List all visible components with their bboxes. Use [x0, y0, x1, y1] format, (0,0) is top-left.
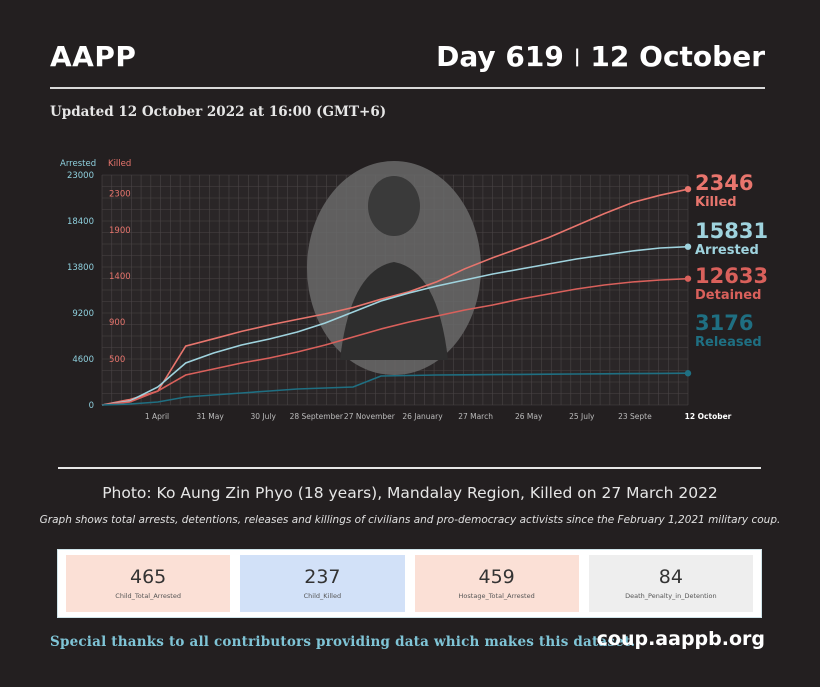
x-tick-label: 23 Septe: [618, 412, 652, 421]
series-endpoint-released: [684, 370, 692, 377]
photo-credit: Photo: Ko Aung Zin Phyo (18 years), Mand…: [102, 484, 718, 502]
left-tick-label: 0: [89, 401, 94, 411]
header-date: 12 October: [590, 40, 765, 73]
stat-card-hostage-arrested: 459 Hostage_Total_Arrested: [414, 555, 579, 612]
x-tick-label: 28 September: [290, 412, 344, 421]
middle-divider: [58, 467, 761, 469]
final-label-detained: Detained: [695, 288, 761, 303]
stats-panel: 465 Child_Total_Arrested 237 Child_Kille…: [57, 549, 762, 618]
stat-value: 84: [658, 566, 683, 589]
day-counter: Day 619: [436, 40, 564, 73]
series-line-killed: [101, 188, 689, 406]
x-tick-label: 26 May: [515, 412, 543, 421]
thanks-note: Special thanks to all contributors provi…: [50, 634, 636, 650]
final-label-arrested: Arrested: [695, 243, 759, 258]
left-axis-title: Arrested: [60, 159, 96, 169]
top-divider: [50, 87, 765, 89]
series-line-arrested: [101, 245, 689, 406]
stat-label: Child_Killed: [303, 591, 342, 600]
stat-label: Hostage_Total_Arrested: [458, 591, 535, 600]
series-endpoint-arrested: [684, 243, 692, 250]
final-label-killed: Killed: [695, 195, 737, 210]
org-title: AAPP: [50, 40, 137, 73]
final-value-released: 3176: [695, 311, 753, 335]
final-label-released: Released: [695, 335, 762, 350]
series-endpoint-killed: [684, 185, 692, 193]
left-tick-label: 13800: [67, 263, 94, 273]
left-tick-label: 23000: [67, 171, 94, 181]
stat-card-child-killed: 237 Child_Killed: [240, 555, 405, 612]
stat-card-child-arrested: 465 Child_Total_Arrested: [66, 555, 231, 612]
portrait-body: [340, 262, 448, 360]
left-tick-label: 4600: [72, 355, 94, 365]
stat-value: 465: [129, 566, 167, 589]
stat-value: 459: [478, 566, 515, 589]
right-tick-label: 2300: [109, 189, 131, 199]
left-tick-label: 18400: [67, 217, 94, 227]
x-tick-label: 31 May: [196, 412, 224, 421]
series-endpoint-detained: [684, 275, 692, 282]
stat-label: Death_Penalty_in_Detention: [625, 591, 717, 600]
series-line-released: [101, 372, 689, 406]
stat-value: 237: [304, 566, 341, 589]
header-separator: |: [573, 46, 581, 67]
stat-label: Child_Total_Arrested: [115, 591, 181, 600]
graph-note: Graph shows total arrests, detentions, r…: [39, 514, 781, 526]
chart: Arrested Killed 0 4600 9200 13800 18400 23000 50…: [60, 159, 768, 421]
portrait-head: [368, 176, 420, 236]
right-tick-label: 1900: [109, 226, 131, 236]
day-date-header: Day 619 | 12 October: [436, 40, 765, 73]
x-tick-label: 12 October: [685, 412, 732, 421]
x-tick-label: 26 January: [402, 412, 443, 421]
right-tick-label: 500: [109, 355, 125, 365]
final-value-killed: 2346: [695, 171, 753, 195]
right-tick-label: 900: [109, 318, 125, 328]
final-value-arrested: 15831: [695, 219, 768, 243]
site-link[interactable]: coup.aappb.org: [596, 628, 765, 650]
x-tick-label: 30 July: [250, 412, 276, 421]
right-tick-label: 1400: [109, 272, 131, 282]
left-tick-label: 9200: [72, 309, 94, 319]
x-tick-label: 27 March: [458, 412, 493, 421]
right-axis-title: Killed: [108, 159, 131, 169]
stat-card-death-penalty: 84 Death_Penalty_in_Detention: [588, 555, 753, 612]
x-tick-label: 25 July: [569, 412, 595, 421]
updated-timestamp: Updated 12 October 2022 at 16:00 (GMT+6): [50, 104, 387, 120]
final-value-detained: 12633: [695, 264, 768, 288]
x-tick-label: 1 April: [145, 412, 169, 421]
series-line-detained: [101, 277, 689, 406]
x-tick-label: 27 November: [344, 412, 396, 421]
